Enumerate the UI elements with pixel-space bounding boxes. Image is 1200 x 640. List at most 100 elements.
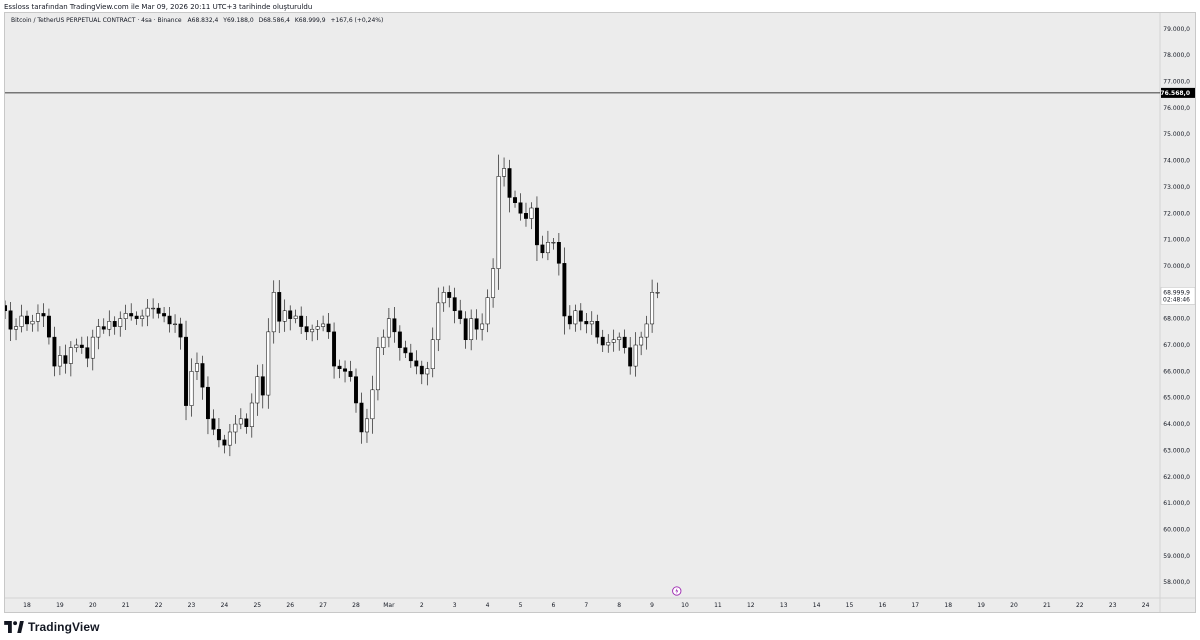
time-axis[interactable]: 18 19 20 21 22 23 24 25 26 27 28 Mar 2 3 4 5 6 7 8 9 10 11 12 1… xyxy=(23,602,1149,609)
price-tick-label: 77.000,0 xyxy=(1163,79,1190,86)
candle-body xyxy=(249,402,254,427)
candle-body xyxy=(293,315,298,319)
candle-body xyxy=(134,315,139,319)
candle-body xyxy=(222,439,227,446)
price-tick-label: 61.000,0 xyxy=(1163,500,1190,507)
time-tick-label: 23 xyxy=(188,602,196,609)
candle-body xyxy=(244,418,249,427)
horizontal-line[interactable]: 76.568,0 xyxy=(5,87,1195,98)
candle-body xyxy=(107,321,112,330)
time-tick-label: 14 xyxy=(813,602,821,609)
candle-body xyxy=(480,323,485,330)
price-tick-label: 65.000,0 xyxy=(1163,395,1190,402)
time-tick-label: 25 xyxy=(253,602,261,609)
candle-body xyxy=(101,326,106,330)
candle-body xyxy=(206,386,210,420)
candle-body xyxy=(57,355,62,367)
candle-body xyxy=(540,244,545,254)
candle-body xyxy=(403,347,408,354)
candle-body xyxy=(25,315,29,325)
interval: 4sa xyxy=(141,17,152,24)
price-tick-label: 78.000,0 xyxy=(1163,52,1190,59)
time-tick-label: 20 xyxy=(89,602,97,609)
price-tick-label: 75.000,0 xyxy=(1163,131,1190,138)
candle-body xyxy=(529,207,534,219)
brand-name: TradingView xyxy=(28,620,100,634)
candle-body xyxy=(354,376,358,404)
time-tick-label: 12 xyxy=(747,602,755,609)
candle-body xyxy=(337,365,342,369)
candle-body xyxy=(36,313,40,322)
chart-pane[interactable]: 79.000,0 78.000,0 77.000,0 76.000,0 75.000,0… xyxy=(4,12,1196,613)
candle-body xyxy=(518,202,523,214)
time-tick-label: 13 xyxy=(780,602,788,609)
candle-body xyxy=(173,323,177,325)
time-tick-label: 21 xyxy=(1043,602,1051,609)
candle-body xyxy=(441,292,446,304)
candle-body xyxy=(611,339,616,343)
time-tick-label: 27 xyxy=(319,602,327,609)
time-tick-label: Mar xyxy=(383,602,395,609)
candle-body xyxy=(562,263,567,317)
candle-body xyxy=(639,336,644,346)
candle-body xyxy=(578,310,583,322)
candle-body xyxy=(211,418,216,430)
candle-body xyxy=(52,336,57,367)
candle-body xyxy=(551,242,556,244)
candles xyxy=(5,154,660,457)
events[interactable] xyxy=(672,586,682,596)
candle-body xyxy=(30,321,35,325)
candle-body xyxy=(567,315,572,325)
candle-body xyxy=(381,336,386,348)
candle-body xyxy=(326,323,331,333)
time-tick-label: 28 xyxy=(352,602,360,609)
candle-body xyxy=(8,310,13,330)
candle-body xyxy=(628,347,633,367)
header-sep: · xyxy=(153,17,158,24)
time-tick-label: 8 xyxy=(617,602,621,609)
candle-body xyxy=(233,423,238,433)
price-axis[interactable]: 79.000,0 78.000,0 77.000,0 76.000,0 75.000,0… xyxy=(1163,26,1190,586)
candle-body xyxy=(392,318,397,333)
candle-body xyxy=(513,197,517,203)
candle-body xyxy=(19,315,24,327)
chart-caption: Essloss tarafından TradingView.com ile M… xyxy=(4,3,313,11)
candle-body xyxy=(419,365,424,375)
candle-body xyxy=(375,347,380,391)
candle-body xyxy=(123,313,128,319)
candle-body xyxy=(589,321,594,325)
time-tick-label: 9 xyxy=(650,602,654,609)
exchange: Binance xyxy=(157,17,182,24)
candle-body xyxy=(644,323,649,338)
candle-body xyxy=(145,307,150,317)
candle-body xyxy=(46,315,51,338)
last-price-label: 68.999,902:48:46 xyxy=(1160,287,1195,305)
candle-body xyxy=(535,207,539,246)
price-tick-label: 72.000,0 xyxy=(1163,210,1190,217)
time-tick-label: 15 xyxy=(846,602,854,609)
price-tick-label: 60.000,0 xyxy=(1163,526,1190,533)
candle-body xyxy=(178,323,183,338)
ohlc-close: K68.999,9 xyxy=(294,17,326,24)
candle-body xyxy=(79,344,84,348)
time-tick-label: 24 xyxy=(221,602,229,609)
candle-body xyxy=(545,242,550,254)
candle-body xyxy=(447,292,452,298)
symbol-name: Bitcoin / TetherUS PERPETUAL CONTRACT xyxy=(11,17,136,24)
price-tick-label: 58.000,0 xyxy=(1163,579,1190,586)
tradingview-logo[interactable]: TradingView xyxy=(4,618,100,636)
time-tick-label: 21 xyxy=(122,602,130,609)
candle-body xyxy=(622,336,627,348)
price-tick-label: 71.000,0 xyxy=(1163,237,1190,244)
price-tick-label: 79.000,0 xyxy=(1163,26,1190,33)
candle-body xyxy=(41,313,46,317)
candle-body xyxy=(430,339,435,369)
candle-body xyxy=(524,213,528,219)
candle-body xyxy=(452,297,457,312)
candle-body xyxy=(156,307,161,314)
candle-body xyxy=(271,292,276,333)
candlestick-chart[interactable]: 79.000,0 78.000,0 77.000,0 76.000,0 75.000,0… xyxy=(5,13,1195,612)
candle-body xyxy=(600,336,605,346)
time-tick-label: 7 xyxy=(584,602,588,609)
candle-body xyxy=(184,336,188,406)
